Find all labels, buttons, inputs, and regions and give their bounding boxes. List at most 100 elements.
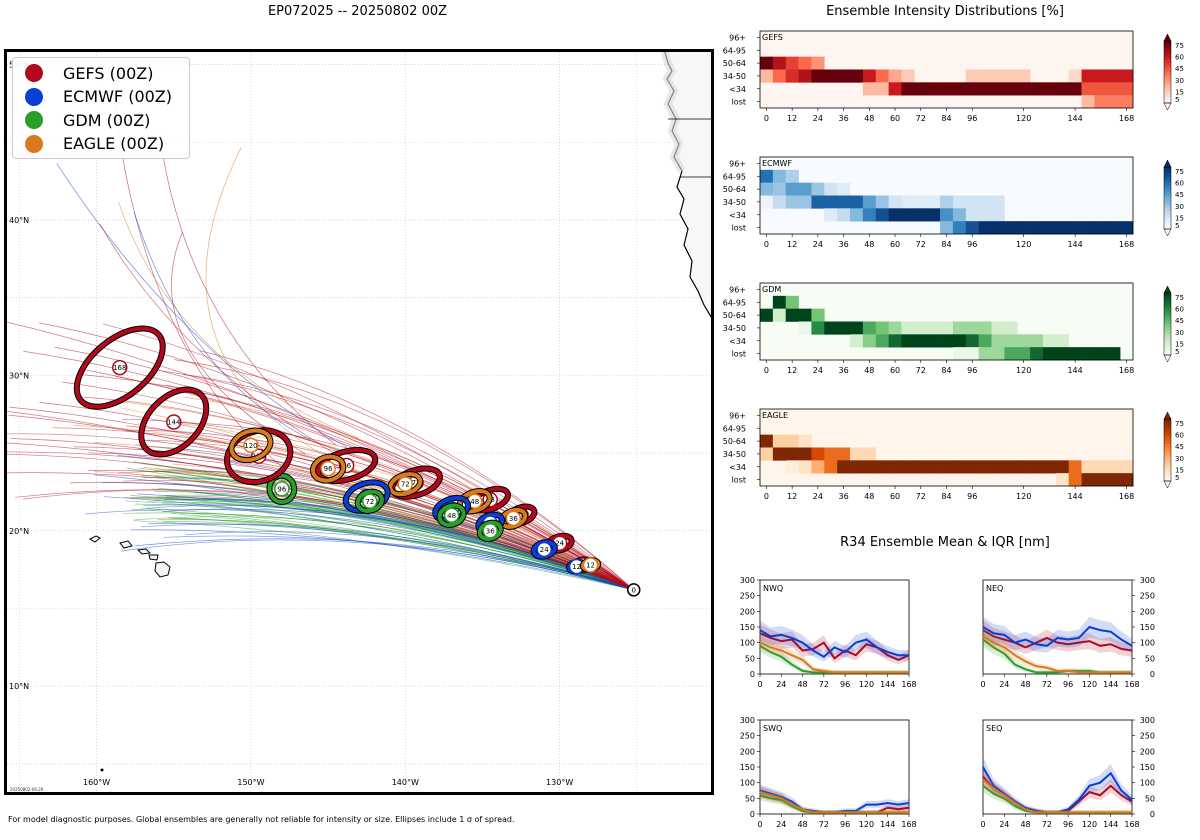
heatmap-cell <box>862 334 877 348</box>
mean-line-eagle <box>759 641 909 674</box>
heatmap-cell <box>914 208 928 222</box>
heatmap-cell <box>824 321 838 335</box>
r34-y-label: 200 <box>740 747 755 756</box>
heatmap-gefs: GEFS 96+ 64-95 50-64 34-50 <34 lost 0 12 24 36 48 60… <box>723 30 1184 123</box>
colorbar-segment <box>1164 216 1171 220</box>
r34-x-label: 48 <box>1020 820 1030 829</box>
heatmap-cell <box>824 208 838 222</box>
track-ecmwf <box>104 496 634 591</box>
r34-y-label: 200 <box>740 607 755 616</box>
heatmap-x-label: 120 <box>1016 240 1031 249</box>
heatmap-cell <box>811 195 825 209</box>
heatmap-cell <box>1017 460 1031 474</box>
colorbar-segment <box>1164 185 1171 189</box>
r34-y-label: 200 <box>1140 607 1155 616</box>
heatmap-cell <box>875 208 889 222</box>
heatmap-cell <box>991 460 1005 474</box>
heatmap-x-label: 144 <box>1067 492 1082 501</box>
heatmap-cell <box>1081 82 1095 96</box>
heatmap-cell <box>760 69 774 83</box>
heatmap-cell <box>1004 82 1018 96</box>
legend-label: GDM (00Z) <box>63 110 151 130</box>
heatmap-cell <box>888 321 902 335</box>
colorbar-extend-top <box>1163 33 1172 42</box>
colorbar-segment <box>1164 75 1171 79</box>
r34-y-label: 50 <box>1145 794 1155 803</box>
heatmap-x-label: 120 <box>1016 492 1031 501</box>
hawaiian-islands <box>88 535 171 578</box>
mean-line-eagle <box>982 635 1132 674</box>
heatmap-x-label: 48 <box>864 240 874 249</box>
r34-y-label: 250 <box>740 732 755 741</box>
iqr-band-gefs <box>760 624 909 665</box>
mean-line-gefs <box>759 632 910 661</box>
ellipse-gefs-96 <box>315 447 379 485</box>
heatmap-cell <box>991 82 1005 96</box>
heatmap-cell <box>1004 334 1018 348</box>
colorbar-segment <box>1164 330 1171 334</box>
colorbar-segment <box>1164 179 1171 183</box>
lon-label: 150°W <box>237 778 264 787</box>
legend-label: GEFS (00Z) <box>63 63 154 83</box>
colorbar-segment <box>1164 468 1171 472</box>
colorbar-extend-bottom <box>1163 102 1172 111</box>
heatmap-cell <box>772 56 787 70</box>
heatmap-x-label: 168 <box>1119 366 1134 375</box>
heatmap-cell <box>1094 95 1108 109</box>
ellipse-hour-label: 96 <box>277 485 286 493</box>
colorbar-segment <box>1164 219 1171 224</box>
colorbar-segment <box>1164 453 1171 457</box>
ellipse-center <box>443 507 460 523</box>
heatmap-x-label: 0 <box>764 114 769 123</box>
heatmap-cell <box>1030 82 1044 96</box>
r34-y-label: 150 <box>740 763 755 772</box>
lon-label: 140°W <box>392 778 419 787</box>
heatmap-row-label: 50-64 <box>723 311 746 320</box>
colorbar-segment <box>1164 78 1171 82</box>
colorbar-label: 45 <box>1175 65 1184 73</box>
colorbar-segment <box>1164 84 1171 88</box>
heatmap-cell <box>785 295 799 309</box>
heatmap-cell <box>811 182 825 196</box>
iqr-band-ecmwf <box>983 616 1132 653</box>
heatmap-cell <box>824 460 838 474</box>
ellipse-center <box>274 481 290 497</box>
map-timestamp: 20250802-06:26 <box>10 787 44 792</box>
colorbar-segment <box>1164 446 1171 451</box>
ellipse-center <box>582 557 599 573</box>
colorbar-segment <box>1164 93 1171 98</box>
r34-y-label: 0 <box>1150 670 1155 679</box>
ellipse-eagle-96 <box>309 453 347 484</box>
r34-plot-seq: SEQ 0 24 48 72 96 120 144 168 0 50 100 150 200 250 300 <box>980 716 1155 829</box>
heatmap-row-label: 50-64 <box>723 437 746 446</box>
heatmap-cell <box>901 460 915 474</box>
heatmap-cell <box>1055 473 1069 487</box>
heatmap-x-label: 72 <box>916 114 926 123</box>
track-gdm <box>135 503 634 591</box>
heatmap-cell <box>798 195 812 209</box>
track-gdm <box>126 467 634 591</box>
heatmap-cell <box>862 460 877 474</box>
ellipse-hour-label: 36 <box>517 512 526 520</box>
heatmap-x-label: 168 <box>1119 114 1134 123</box>
colorbar-segment <box>1164 56 1171 60</box>
r34-x-label: 144 <box>880 680 895 689</box>
heatmap-x-label: 84 <box>941 492 951 501</box>
colorbar-segment <box>1164 53 1171 57</box>
heatmap-row-label: 34-50 <box>723 72 746 81</box>
colorbar-segment <box>1164 419 1171 423</box>
heatmap-cell <box>1030 347 1044 361</box>
legend: GEFS (00Z) ECMWF (00Z) GDM (00Z) EAGLE (00Z… <box>12 57 190 159</box>
colorbar-segment <box>1164 431 1171 435</box>
track-ecmwf <box>130 529 634 591</box>
heatmap-cell <box>824 447 838 461</box>
heatmap-cell <box>824 69 838 83</box>
heatmap-cell <box>1017 69 1031 83</box>
heatmap-cell <box>1068 473 1082 487</box>
heatmap-cell <box>798 69 812 83</box>
heatmap-cell <box>914 334 928 348</box>
colorbar-label: 75 <box>1175 168 1184 176</box>
colorbar-label: 45 <box>1175 443 1184 451</box>
heatmap-x-label: 72 <box>916 240 926 249</box>
heatmap-cell <box>760 434 774 448</box>
